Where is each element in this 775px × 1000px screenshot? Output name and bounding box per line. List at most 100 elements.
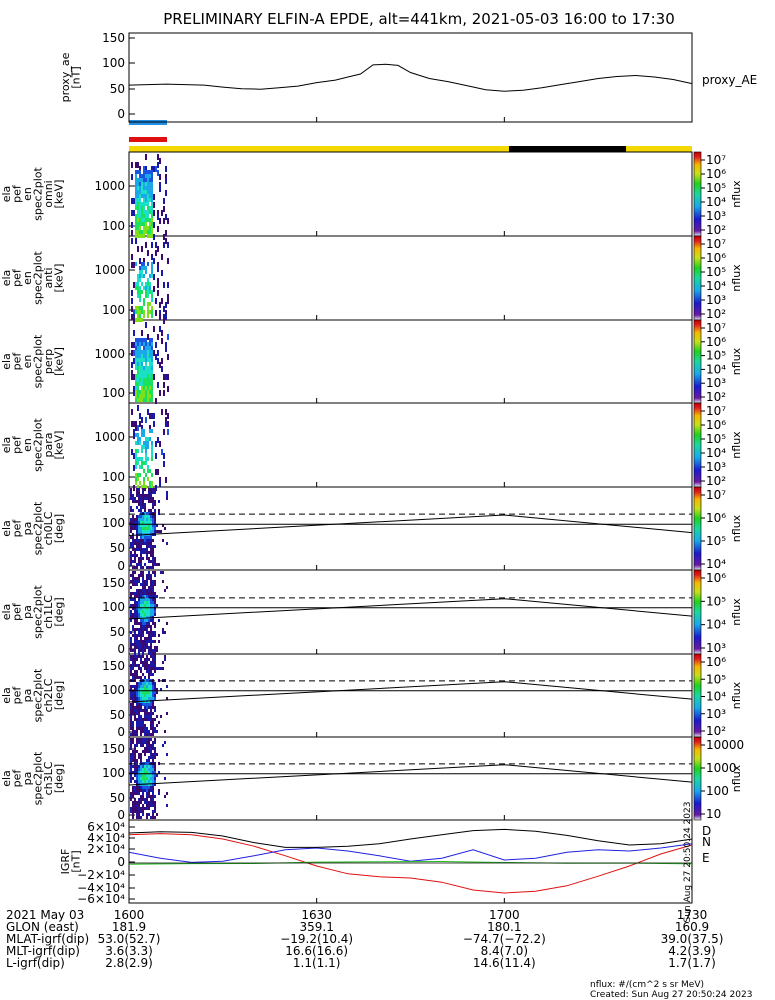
spectrogram-pixel — [137, 222, 139, 226]
pitch-angle-pixel — [142, 580, 144, 583]
spectrogram-pixel — [147, 378, 149, 382]
spectrogram-pixel — [147, 409, 149, 415]
pitch-angle-pixel — [132, 753, 134, 756]
pitch-angle-pixel — [160, 667, 162, 670]
spectrogram-pixel — [145, 186, 147, 190]
pitch-angle-pixel — [150, 667, 152, 670]
pitch-angle-pixel — [134, 712, 136, 715]
pitch-angle-pixel — [152, 512, 154, 515]
pitch-angle-pixel — [152, 557, 154, 560]
spectrogram-pixel — [151, 198, 153, 202]
pitch-angle-pixel — [146, 780, 148, 783]
pitch-angle-pixel — [144, 685, 146, 688]
spectrogram-pixel — [147, 286, 149, 290]
pitch-angle-pixel — [132, 813, 134, 816]
pitch-angle-pixel — [132, 566, 134, 569]
pitch-angle-pixel — [146, 798, 148, 801]
pitch-angle-pixel — [136, 670, 138, 673]
spectrogram-pixel — [131, 350, 133, 356]
y-axis-label: [deg] — [52, 514, 65, 543]
pitch-angle-pixel — [150, 500, 152, 503]
pitch-angle-pixel — [136, 733, 138, 736]
pitch-angle-pixel — [154, 807, 156, 810]
pitch-angle-pixel — [144, 515, 146, 518]
pitch-angle-pixel — [138, 664, 140, 667]
pitch-angle-pixel — [154, 613, 156, 616]
pitch-angle-pixel — [142, 664, 144, 667]
pitch-angle-pixel — [130, 688, 132, 691]
pitch-angle-pixel — [148, 577, 150, 580]
spectrogram-pixel — [151, 429, 153, 433]
pitch-angle-pixel — [150, 536, 152, 539]
spectrogram-pixel — [153, 166, 155, 172]
pitch-angle-pixel — [140, 738, 142, 741]
pitch-angle-pixel — [154, 753, 156, 756]
pitch-angle-pixel — [138, 756, 140, 759]
spectrogram-pixel — [155, 298, 157, 304]
pitch-angle-pixel — [132, 554, 134, 557]
pitch-angle-pixel — [132, 697, 134, 700]
spectrogram-pixel — [141, 182, 143, 186]
spectrogram-pixel — [137, 366, 139, 370]
pitch-angle-pixel — [142, 703, 144, 706]
pitch-angle-pixel — [150, 637, 152, 640]
pitch-angle-pixel — [142, 691, 144, 694]
spectrogram-pixel — [139, 314, 141, 318]
pitch-angle-pixel — [146, 771, 148, 774]
pitch-angle-pixel — [136, 664, 138, 667]
pitch-angle-pixel — [130, 697, 132, 700]
pitch-angle-pixel — [152, 551, 154, 554]
pitch-angle-pixel — [136, 637, 138, 640]
spectrogram-pixel — [137, 342, 139, 346]
colorbar-ch2 — [693, 653, 702, 738]
pitch-angle-pixel — [150, 491, 152, 494]
pitch-angle-pixel — [146, 718, 148, 721]
spectrogram-pixel — [149, 338, 151, 342]
pitch-angle-pixel — [132, 810, 134, 813]
footer-row-value: −74.7(−72.2) — [463, 932, 546, 946]
pitch-angle-pixel — [152, 673, 154, 676]
pitch-angle-pixel — [138, 709, 140, 712]
pitch-angle-pixel — [136, 738, 138, 741]
colorbar-tick-label: 10⁶ — [706, 655, 726, 669]
pitch-angle-pixel — [132, 733, 134, 736]
pitch-angle-pixel — [138, 792, 140, 795]
pitch-angle-pixel — [134, 646, 136, 649]
colorbar-tick-label: 10⁶ — [706, 418, 726, 432]
spectrogram-pixel — [143, 433, 145, 437]
pitch-angle-pixel — [146, 551, 148, 554]
proxy-ae-line — [128, 63, 693, 92]
pitch-angle-pixel — [148, 706, 150, 709]
pitch-angle-pixel — [142, 586, 144, 589]
pitch-angle-pixel — [138, 652, 140, 655]
pitch-angle-pixel — [152, 786, 154, 789]
colorbar-tick-label: 10² — [706, 474, 726, 488]
pitch-angle-pixel — [146, 709, 148, 712]
pitch-angle-pixel — [136, 622, 138, 625]
spectrogram-pixel — [145, 182, 147, 186]
pitch-angle-pixel — [144, 563, 146, 566]
pitch-angle-pixel — [146, 589, 148, 592]
spectrogram-pixel — [143, 266, 145, 270]
spectrogram-pixel — [145, 390, 147, 394]
spectrogram-pixel — [151, 186, 153, 190]
y-tick-label: 150 — [102, 31, 125, 45]
spectrogram-pixel — [149, 186, 151, 190]
pitch-angle-pixel — [138, 694, 140, 697]
pitch-angle-pixel — [136, 527, 138, 530]
pitch-angle-pixel — [148, 792, 150, 795]
y-axis-label: pef — [10, 435, 23, 454]
pitch-angle-pixel — [162, 580, 164, 583]
spectrogram-pixel — [143, 214, 145, 218]
pitch-angle-pixel — [166, 494, 168, 497]
pitch-angle-pixel — [146, 557, 148, 560]
pitch-angle-pixel — [144, 595, 146, 598]
spectrogram-pixel — [137, 278, 139, 282]
pitch-angle-pixel — [154, 649, 156, 652]
pitch-angle-pixel — [152, 619, 154, 622]
pitch-angle-pixel — [146, 807, 148, 810]
pitch-angle-pixel — [150, 709, 152, 712]
pitch-angle-pixel — [144, 628, 146, 631]
pitch-angle-pixel — [130, 598, 132, 601]
